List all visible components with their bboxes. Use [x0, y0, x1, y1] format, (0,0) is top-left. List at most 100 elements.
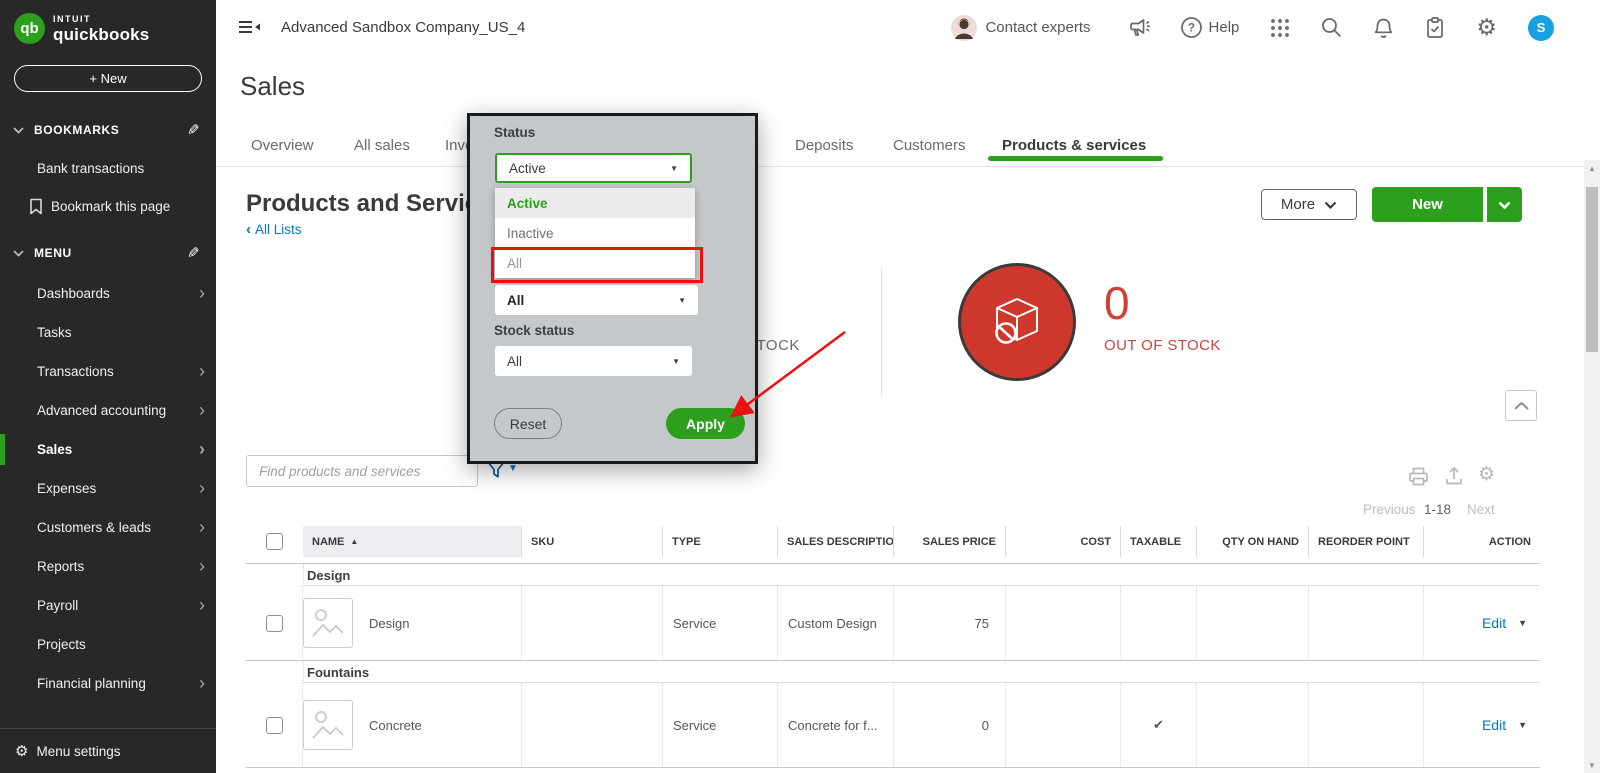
caret-down-icon: ▼: [678, 295, 686, 305]
edit-link[interactable]: Edit: [1481, 615, 1507, 631]
product-sku: [522, 683, 663, 767]
quickbooks-logo: qb INTUIT quickbooks: [14, 13, 216, 44]
product-name[interactable]: Concrete: [369, 717, 422, 733]
sidebar-item-tasks[interactable]: Tasks: [37, 325, 72, 340]
chevron-right-icon: ›: [199, 594, 205, 615]
sidebar-item-advanced-accounting[interactable]: Advanced accounting ›: [37, 399, 205, 420]
product-reorder-point: [1309, 586, 1424, 660]
reset-button[interactable]: Reset: [494, 408, 562, 439]
scrollbar-up-arrow[interactable]: ▲: [1588, 164, 1596, 173]
stock-status-select[interactable]: All ▼: [495, 346, 692, 376]
notifications-bell-icon[interactable]: [1373, 17, 1394, 39]
collapse-sidebar-icon[interactable]: [239, 20, 261, 39]
tasks-clipboard-icon[interactable]: [1425, 16, 1445, 39]
sidebar-item-customers-leads[interactable]: Customers & leads ›: [37, 516, 205, 537]
search-icon[interactable]: [1321, 17, 1342, 38]
sidebar-item-sales[interactable]: Sales ›: [0, 430, 216, 469]
tab-customers[interactable]: Customers: [893, 137, 966, 154]
announcements-megaphone-icon[interactable]: [1128, 18, 1150, 38]
new-item-button[interactable]: New: [1372, 187, 1483, 222]
help-icon: ?: [1180, 17, 1202, 38]
column-header-name[interactable]: NAME ▲: [303, 526, 522, 557]
user-avatar[interactable]: S: [1528, 14, 1554, 41]
row-checkbox[interactable]: [265, 614, 283, 632]
edit-dropdown-caret-icon[interactable]: ▼: [1518, 720, 1527, 730]
active-tab-underline: [988, 156, 1163, 161]
apps-grid-icon[interactable]: [1270, 18, 1290, 38]
product-cost: [1006, 586, 1121, 660]
product-name[interactable]: Design: [369, 615, 410, 631]
bookmarks-section-header[interactable]: BOOKMARKS ✎: [0, 121, 216, 139]
print-icon[interactable]: [1408, 467, 1429, 491]
chevron-down-icon: [13, 244, 24, 262]
active-indicator: [0, 434, 5, 465]
bookmark-this-page[interactable]: Bookmark this page: [0, 198, 216, 215]
chevron-down-icon: [13, 121, 24, 139]
sort-asc-icon: ▲: [350, 537, 359, 546]
apply-button[interactable]: Apply: [666, 408, 745, 439]
status-select[interactable]: Active ▼: [495, 153, 692, 183]
sidebar-item-expenses[interactable]: Expenses ›: [37, 477, 205, 498]
export-icon[interactable]: [1444, 466, 1464, 491]
edit-bookmarks-pencil-icon[interactable]: ✎: [187, 122, 200, 139]
pagination-next[interactable]: Next: [1467, 502, 1495, 517]
sidebar-item-dashboards[interactable]: Dashboards ›: [37, 282, 205, 303]
new-item-dropdown-button[interactable]: [1485, 187, 1522, 222]
edit-menu-pencil-icon[interactable]: ✎: [187, 245, 200, 262]
settings-gear-icon[interactable]: ⚙: [1476, 14, 1497, 40]
bank-transactions-label: Bank transactions: [37, 161, 145, 176]
category-row-fountains: Fountains: [246, 660, 1540, 683]
all-lists-link[interactable]: ‹ All Lists: [246, 221, 302, 238]
product-description: Concrete for f...: [778, 683, 894, 767]
taxable-check-icon: ✔: [1121, 683, 1197, 767]
product-description: Custom Design: [778, 586, 894, 660]
select-all-checkbox[interactable]: [266, 533, 283, 550]
product-type: Service: [663, 683, 778, 767]
status-option-inactive[interactable]: Inactive: [507, 225, 554, 241]
status-option-all[interactable]: All: [507, 255, 523, 271]
scrollbar-down-arrow[interactable]: ▼: [1588, 761, 1596, 770]
edit-dropdown-caret-icon[interactable]: ▼: [1518, 618, 1527, 628]
row-checkbox[interactable]: [265, 716, 283, 734]
bookmark-this-page-label: Bookmark this page: [51, 199, 171, 214]
sidebar-item-transactions[interactable]: Transactions ›: [37, 360, 205, 381]
tab-products-services[interactable]: Products & services: [1002, 137, 1147, 154]
column-header-type: TYPE: [663, 526, 778, 557]
product-sales-price: 0: [894, 683, 1006, 767]
pagination-previous[interactable]: Previous: [1363, 502, 1416, 517]
sidebar-item-projects[interactable]: Projects: [37, 637, 86, 652]
scrollbar-thumb[interactable]: [1586, 187, 1598, 352]
edit-link[interactable]: Edit: [1481, 717, 1507, 733]
sidebar-item-reports[interactable]: Reports ›: [37, 555, 205, 576]
stats-divider: [881, 268, 882, 396]
status-dropdown-list: Active Inactive All: [495, 188, 695, 278]
svg-text:?: ?: [1188, 23, 1195, 35]
status-option-active[interactable]: Active: [495, 188, 695, 218]
table-settings-gear-icon[interactable]: ⚙: [1478, 464, 1496, 485]
column-header-sales-price: SALES PRICE: [894, 526, 1006, 557]
sidebar-item-financial-planning[interactable]: Financial planning ›: [37, 672, 205, 693]
company-name[interactable]: Advanced Sandbox Company_US_4: [281, 19, 526, 36]
tab-all-sales[interactable]: All sales: [354, 137, 410, 154]
sidebar-item-bank-transactions[interactable]: Bank transactions: [0, 161, 216, 176]
product-image-placeholder-icon: [303, 598, 353, 648]
chevron-right-icon: ›: [199, 555, 205, 576]
product-sku: [522, 586, 663, 660]
menu-settings[interactable]: ⚙ Menu settings: [0, 728, 216, 773]
type-select[interactable]: All ▼: [495, 285, 698, 315]
contact-experts[interactable]: Contact experts: [951, 14, 1091, 41]
search-input[interactable]: [246, 455, 478, 487]
out-of-stock-label: OUT OF STOCK: [1104, 337, 1221, 354]
collapse-panel-button[interactable]: [1505, 390, 1537, 421]
vertical-scrollbar[interactable]: ▲ ▼: [1584, 160, 1600, 773]
sidebar-item-payroll[interactable]: Payroll ›: [37, 594, 205, 615]
menu-section-header[interactable]: MENU ✎: [0, 244, 216, 262]
sidebar-menu: Dashboards › Tasks Transactions › Advanced…: [0, 274, 216, 703]
tab-overview[interactable]: Overview: [251, 137, 314, 154]
pagination-range: 1-18: [1424, 502, 1452, 517]
help-menu[interactable]: ? Help: [1180, 17, 1239, 38]
more-button[interactable]: More: [1261, 189, 1357, 220]
tab-deposits[interactable]: Deposits: [795, 137, 854, 154]
new-button[interactable]: + New: [14, 65, 202, 92]
